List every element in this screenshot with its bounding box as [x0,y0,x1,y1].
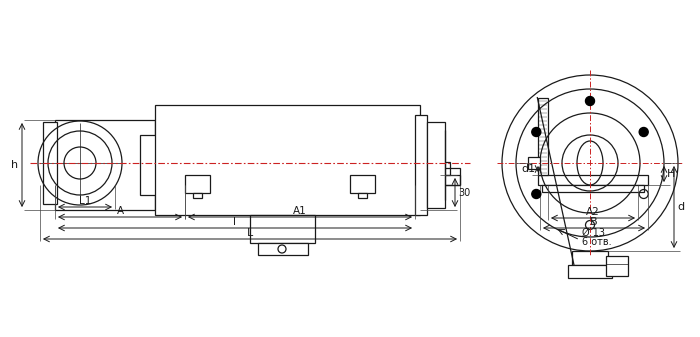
Text: A2: A2 [586,207,600,217]
Bar [415,115,427,215]
Text: Ø 13: Ø 13 [582,228,605,238]
Text: h: h [11,160,18,170]
Bar [55,168,75,185]
Text: d1: d1 [521,164,535,174]
Bar [258,243,308,255]
Bar [440,168,460,185]
Bar [538,98,548,175]
Circle shape [585,96,594,105]
Bar [193,193,202,198]
Text: l: l [234,217,237,227]
Bar [55,120,155,210]
Bar [528,157,540,169]
Bar [65,162,75,175]
Text: 30: 30 [458,187,470,197]
Text: 6 отв.: 6 отв. [582,237,612,247]
Text: L1: L1 [79,196,91,206]
Bar [55,175,460,185]
Bar [606,256,628,276]
Circle shape [639,127,648,136]
Bar [43,122,57,204]
Text: A: A [116,206,124,216]
Bar [250,215,315,243]
Circle shape [532,127,541,136]
Bar [538,175,648,185]
Bar [440,162,450,175]
Text: H: H [667,169,676,179]
Bar [542,185,644,192]
Bar [358,193,367,198]
Bar [185,175,210,193]
Bar [350,175,375,193]
Bar [140,135,165,195]
Text: d: d [677,202,684,212]
Bar [155,105,420,215]
Text: L: L [247,228,253,238]
Text: B: B [590,217,598,227]
Text: A1: A1 [293,206,307,216]
Bar [427,122,445,208]
Bar [572,251,608,265]
Bar [568,265,612,278]
Circle shape [532,189,541,198]
